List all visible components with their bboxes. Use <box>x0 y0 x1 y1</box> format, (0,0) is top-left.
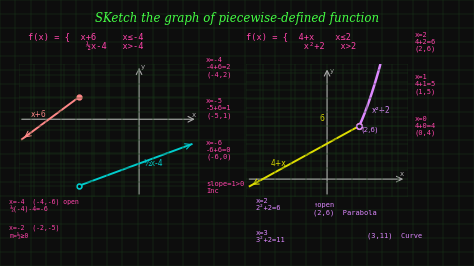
Text: x=-4
-4+6=2
(-4,2): x=-4 -4+6=2 (-4,2) <box>206 57 232 78</box>
Text: 6: 6 <box>319 114 324 123</box>
Text: f(x) = {  4+x    x≤2
           x²+2   x>2: f(x) = { 4+x x≤2 x²+2 x>2 <box>246 32 357 51</box>
Text: x=-6
-6+6=0
(-6,0): x=-6 -6+6=0 (-6,0) <box>206 140 232 160</box>
Text: x=-4  (-4,-6) open
½(-4)-4=-6: x=-4 (-4,-6) open ½(-4)-4=-6 <box>9 198 79 213</box>
Text: x=1
4+1=5
(1,5): x=1 4+1=5 (1,5) <box>415 74 436 95</box>
Text: SKetch the graph of piecewise-defined function: SKetch the graph of piecewise-defined fu… <box>95 12 379 25</box>
Text: f(x) = {  x+6     x≤-4
           ½x-4   x>-4: f(x) = { x+6 x≤-4 ½x-4 x>-4 <box>28 32 144 51</box>
Text: (2,6): (2,6) <box>362 126 378 133</box>
Text: x=-2  (-2,-5)
m=½≥0: x=-2 (-2,-5) m=½≥0 <box>9 225 60 239</box>
Text: x=2
4+2=6
(2,6): x=2 4+2=6 (2,6) <box>415 32 436 52</box>
Text: ↑open
(2,6)  Parabola: ↑open (2,6) Parabola <box>313 202 376 216</box>
Text: x: x <box>191 112 196 118</box>
Text: x²+2: x²+2 <box>372 106 391 115</box>
Text: x+6: x+6 <box>31 110 47 119</box>
Text: x: x <box>400 172 404 177</box>
Text: x=-5
-5+6=1
(-5,1): x=-5 -5+6=1 (-5,1) <box>206 98 232 119</box>
Text: y: y <box>329 68 334 74</box>
Text: 4+x: 4+x <box>271 159 286 168</box>
Text: x=2
2²+2=6: x=2 2²+2=6 <box>256 198 282 211</box>
Text: x=3
3²+2=11: x=3 3²+2=11 <box>256 230 286 243</box>
Text: x=0
4+0=4
(0,4): x=0 4+0=4 (0,4) <box>415 116 436 136</box>
Text: slope=1>0
Inc: slope=1>0 Inc <box>206 181 245 194</box>
Text: (3,11)  Curve: (3,11) Curve <box>367 233 423 239</box>
Text: y: y <box>141 64 146 70</box>
Text: ½x-4: ½x-4 <box>144 159 163 168</box>
